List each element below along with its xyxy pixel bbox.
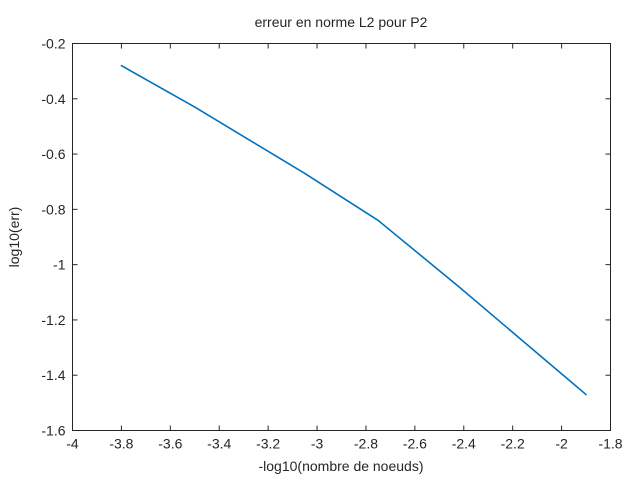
series-layer xyxy=(120,64,587,396)
x-tick-label: -3.2 xyxy=(256,436,280,452)
y-tick-label: -0.2 xyxy=(41,36,65,52)
x-tick-label: -4 xyxy=(66,436,79,452)
y-tick-label: -0.4 xyxy=(41,91,65,107)
y-tick-label: -0.6 xyxy=(41,146,65,162)
x-tick-label: -3.6 xyxy=(158,436,182,452)
x-axis-label: -log10(nombre de noeuds) xyxy=(259,458,424,474)
x-axis: -4 -3.8 -3.6 -3.4 -3.2 -3 -2.8 -2.6 -2.4 -2.2 -2 -1… xyxy=(66,43,623,452)
y-tick-label: -1.6 xyxy=(41,423,65,439)
series-line xyxy=(120,64,587,396)
x-tick-label: -1.8 xyxy=(598,436,622,452)
x-tick-label: -2.6 xyxy=(403,436,427,452)
y-tick-label: -0.8 xyxy=(41,201,65,217)
y-axis-label: log10(err) xyxy=(6,207,22,268)
y-tick-label: -1.2 xyxy=(41,312,65,328)
x-tick-label: -2 xyxy=(555,436,568,452)
x-tick-label: -2.2 xyxy=(501,436,525,452)
chart-title: erreur en norme L2 pour P2 xyxy=(255,14,428,30)
y-tick-label: -1.4 xyxy=(41,367,65,383)
x-tick-label: -3 xyxy=(311,436,324,452)
x-tick-label: -2.8 xyxy=(354,436,378,452)
plot-frame xyxy=(72,43,611,431)
y-axis: -1.6 -1.4 -1.2 -1 -0.8 -0.6 -0.4 -0.2 xyxy=(41,36,611,439)
x-tick-label: -2.4 xyxy=(452,436,476,452)
y-tick-label: -1 xyxy=(53,257,66,273)
x-tick-label: -3.8 xyxy=(109,436,133,452)
x-tick-label: -3.4 xyxy=(207,436,231,452)
